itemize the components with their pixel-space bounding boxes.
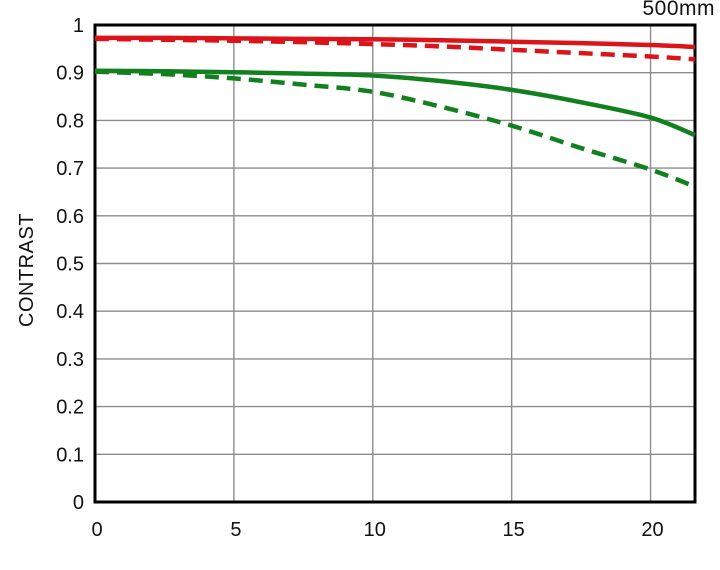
x-axis-unit-label: mm [473, 567, 506, 570]
y-tick-label: 1 [73, 15, 84, 37]
y-tick-label: 0.2 [56, 397, 84, 419]
plot-border [93, 23, 697, 504]
y-tick-label: 0 [73, 492, 84, 514]
x-tick-label: 5 [230, 519, 241, 541]
y-tick-label: 0.3 [56, 349, 84, 371]
chart-title: 500mm [642, 0, 715, 20]
y-tick-label: 0.9 [56, 63, 84, 85]
series-green-solid-line [94, 68, 696, 138]
x-tick-label: 10 [364, 519, 386, 541]
y-tick-label: 0.5 [56, 254, 84, 276]
x-axis-label-wrap: IMAGE HEIGHT mm [95, 544, 695, 570]
x-tick-label: 15 [503, 519, 525, 541]
y-tick-label: 0.1 [56, 444, 84, 466]
y-tick-label: 0.6 [56, 206, 84, 228]
series-red-solid-line [94, 35, 696, 50]
y-axis-label: CONTRAST [16, 213, 38, 327]
series-green-dashed-line [94, 69, 696, 189]
series-red-dashed-line [94, 36, 696, 62]
x-tick-label: 20 [641, 519, 663, 541]
x-axis-label: IMAGE HEIGHT [306, 567, 452, 570]
x-tick-label: 0 [91, 519, 102, 541]
y-tick-label: 0.7 [56, 158, 84, 180]
y-tick-label: 0.8 [56, 110, 84, 132]
y-axis-label-wrap: CONTRAST [16, 150, 40, 390]
y-tick-label: 0.4 [56, 301, 84, 323]
